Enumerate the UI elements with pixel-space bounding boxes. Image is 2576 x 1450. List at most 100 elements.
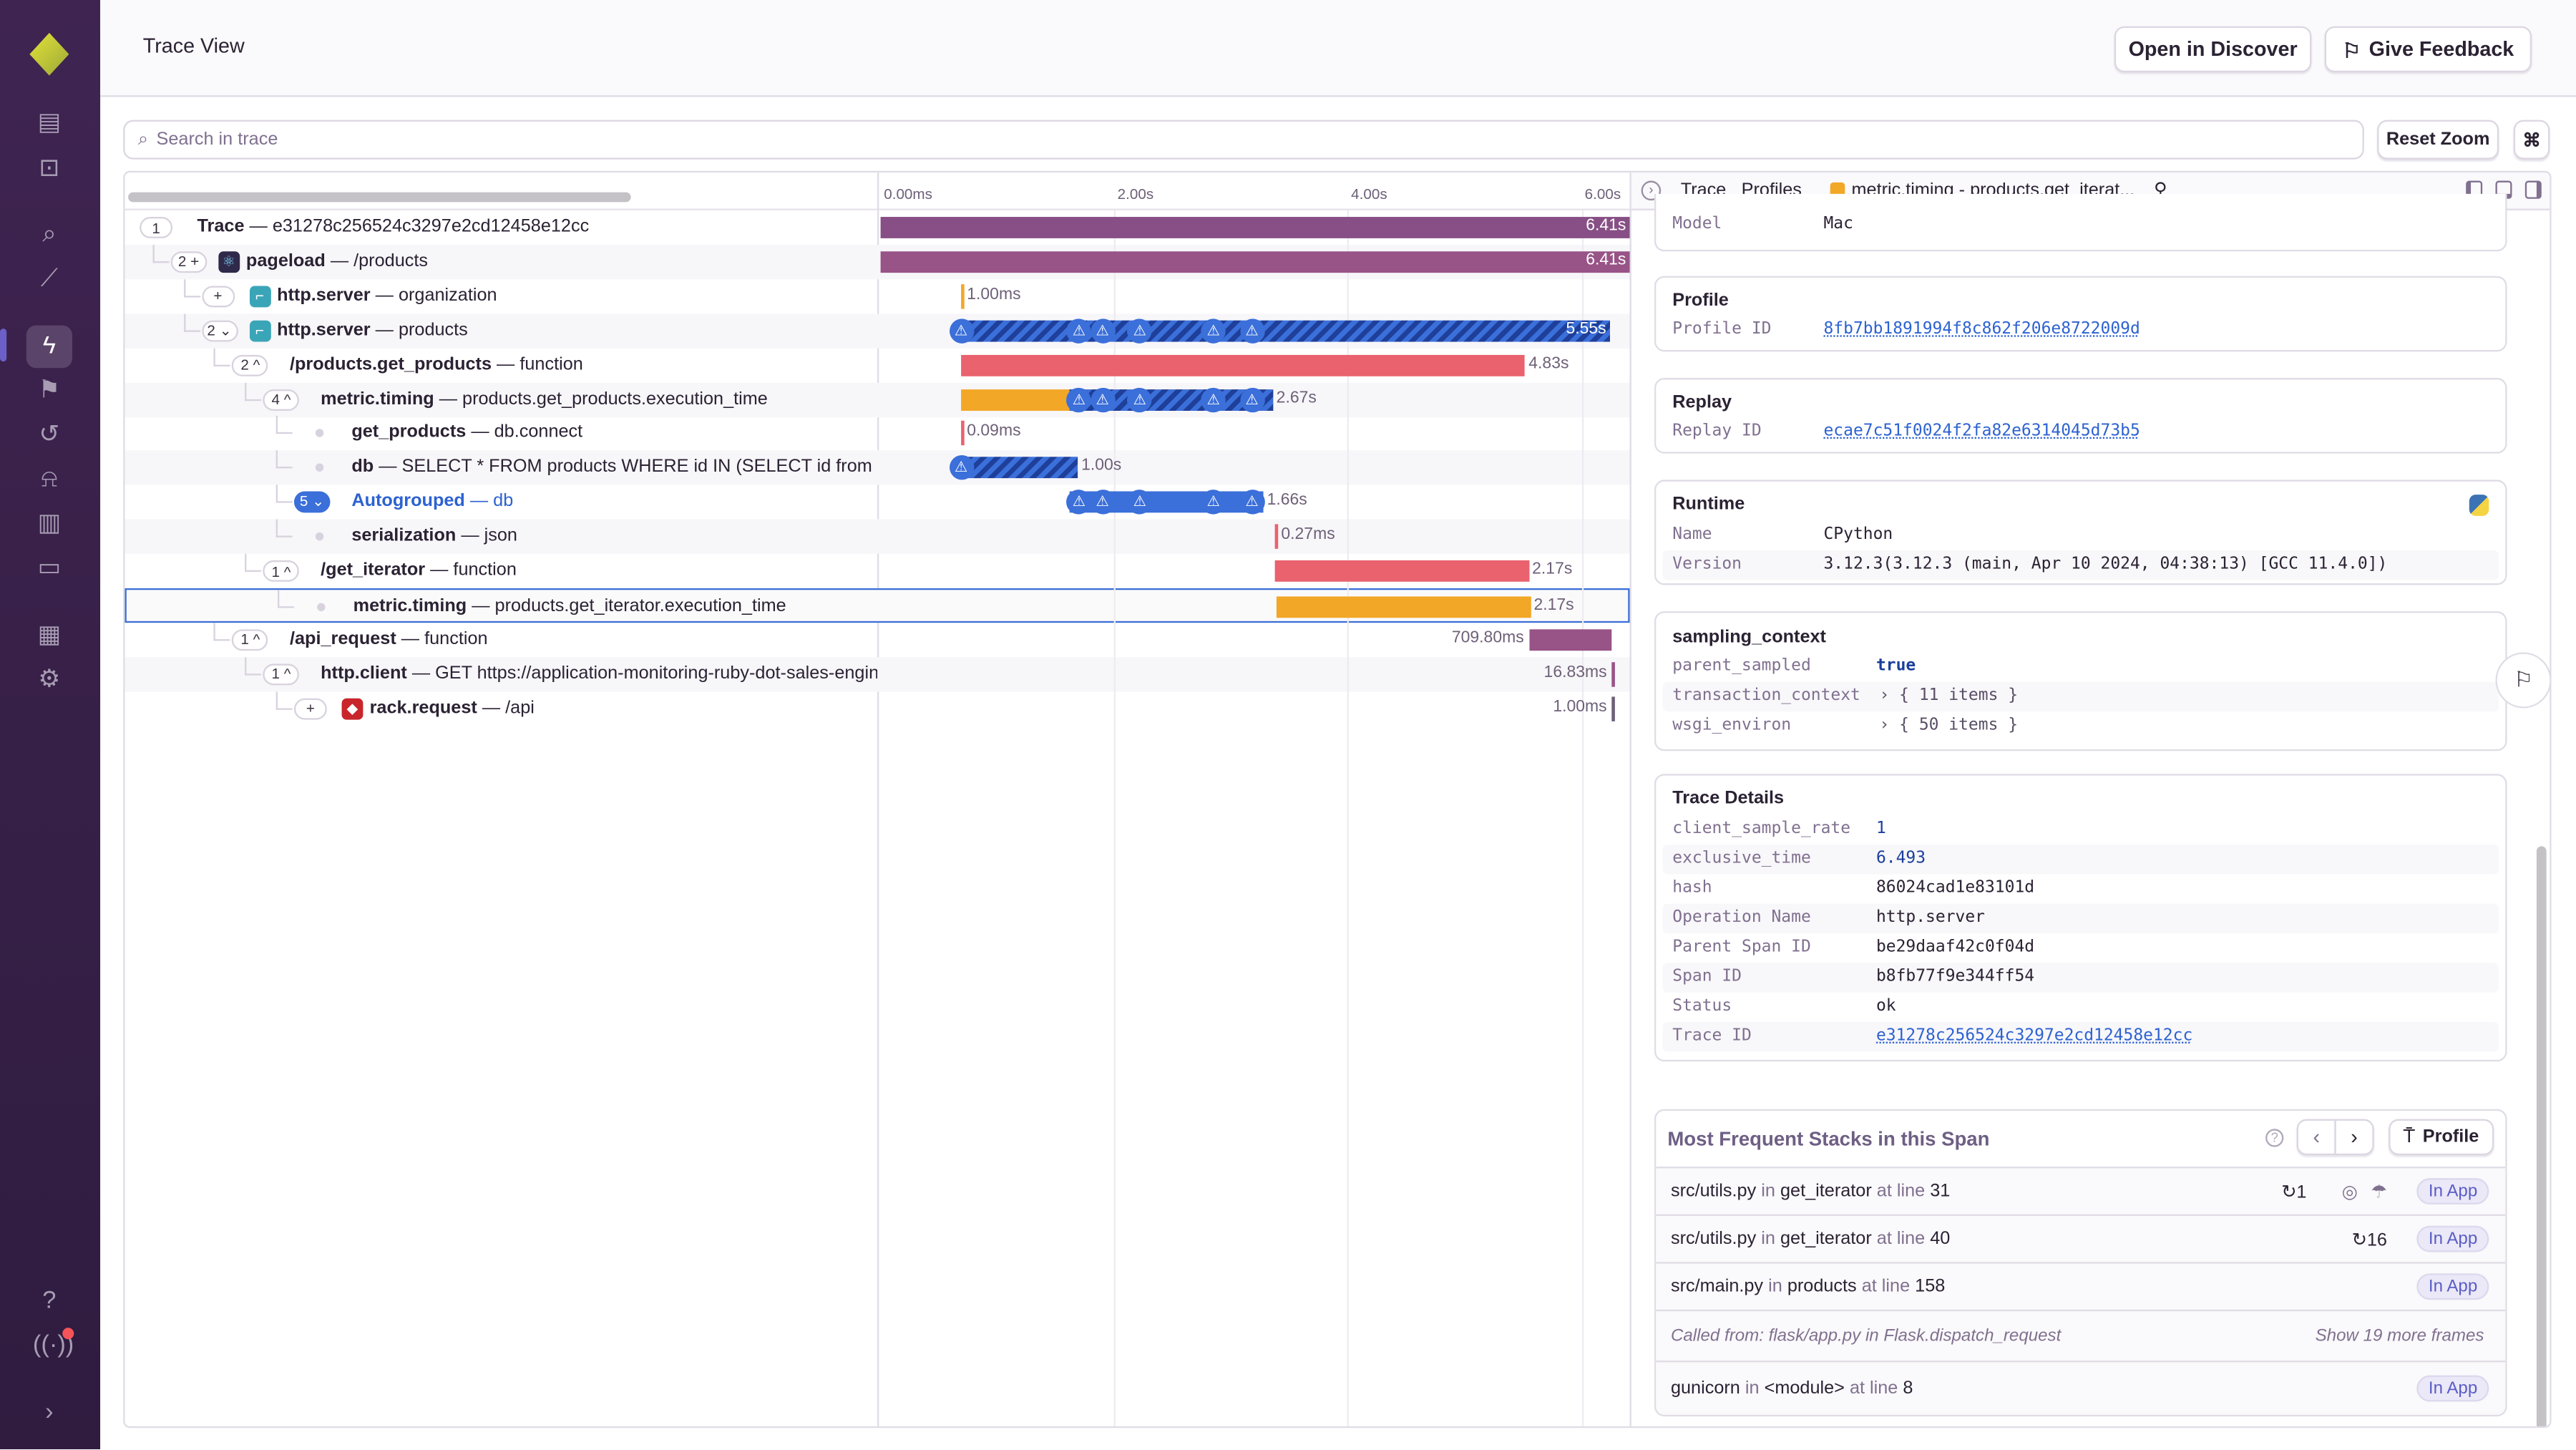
trace-row[interactable]: serialization — json 0.27ms — [125, 519, 1630, 554]
warning-icon[interactable]: ⚠ — [949, 455, 974, 481]
expand-object-toggle[interactable]: › { 11 items } — [1879, 686, 2019, 705]
trace-row[interactable]: 5 ⌄ Autogrouped — db ⚠ ⚠ ⚠ ⚠ ⚠ 1.66s — [125, 485, 1629, 520]
expand-toggle[interactable]: 1 ^ — [232, 628, 269, 651]
stack-frame[interactable]: src/utils.py in get_iterator at line 31 I… — [1656, 1167, 2506, 1215]
warning-icon[interactable]: ⚠ — [1201, 490, 1226, 515]
span-bar[interactable] — [961, 283, 964, 309]
span-bar[interactable] — [1275, 560, 1529, 582]
trace-row[interactable]: 2 ⌄ ⌐ http.server — products ⚠ ⚠ ⚠ ⚠ ⚠ ⚠ 5.55s — [125, 313, 1630, 349]
warning-icon[interactable]: ⚠ — [1201, 318, 1226, 344]
open-in-discover-button[interactable]: Open in Discover — [2114, 26, 2312, 73]
search-icon[interactable]: ⌕ — [42, 220, 57, 248]
horizontal-scrollbar[interactable] — [128, 192, 631, 203]
profile-id-link[interactable]: 8fb7bb1891994f8c862f206e8722009d — [1823, 320, 2140, 339]
collapse-drawer-icon[interactable]: › — [1641, 180, 1662, 201]
warning-icon[interactable]: ⚠ — [1239, 490, 1264, 515]
feedback-icon[interactable]: ⚑ — [38, 376, 61, 404]
sentry-logo[interactable] — [29, 32, 69, 76]
drawer-scrollbar[interactable] — [2536, 846, 2547, 1426]
span-bar[interactable] — [880, 217, 1629, 238]
expand-toggle[interactable]: + — [293, 697, 327, 719]
expand-toggle[interactable]: 1 — [140, 217, 173, 238]
show-more-frames-link[interactable]: Show 19 more frames — [2315, 1325, 2484, 1346]
warning-icon[interactable]: ⚠ — [1066, 386, 1092, 412]
shortcuts-button[interactable]: ⌘ — [2513, 120, 2550, 160]
trace-row[interactable]: metric.timing — products.get_iterator.ex… — [125, 588, 1630, 623]
broadcast-icon[interactable]: ((·)) — [32, 1330, 74, 1359]
previous-button[interactable]: ‹ — [2296, 1119, 2336, 1156]
github-icon[interactable]: ◎ — [2341, 1182, 2358, 1202]
warning-icon[interactable]: ⚠ — [949, 318, 974, 344]
warning-icon[interactable]: ⚠ — [1127, 490, 1153, 515]
warning-icon[interactable]: ⚠ — [1127, 318, 1153, 344]
projects-icon[interactable]: ⊡ — [39, 154, 60, 183]
layout-right-icon[interactable] — [2524, 180, 2542, 199]
trace-row[interactable]: + ⌐ http.server — organization 1.00ms — [125, 278, 1629, 313]
trace-row[interactable]: db — SELECT * FROM products WHERE id IN … — [125, 450, 1630, 485]
insights-icon[interactable]: ⟋ — [40, 264, 58, 293]
drawer-divider[interactable] — [1629, 172, 1631, 1426]
span-bar[interactable] — [1277, 596, 1531, 618]
releases-box-icon[interactable]: ▭ — [37, 553, 62, 582]
help-icon[interactable]: ? — [42, 1286, 57, 1315]
span-bar[interactable] — [1611, 696, 1614, 721]
profile-button[interactable]: ⍑ Profile — [2389, 1119, 2494, 1156]
trace-row[interactable]: 1 ^ /api_request — function 709.80ms — [125, 622, 1629, 657]
span-bar[interactable] — [961, 354, 1526, 376]
expand-toggle[interactable]: 4 ^ — [263, 388, 300, 410]
warning-icon[interactable]: ⚠ — [1066, 490, 1092, 515]
trace-row[interactable]: 2 ^ /products.get_products — function 4.83… — [125, 347, 1629, 382]
tree-divider[interactable] — [877, 210, 879, 1426]
warning-icon[interactable]: ⚠ — [1239, 318, 1264, 344]
span-bar[interactable] — [880, 251, 1629, 273]
expand-object-toggle[interactable]: › { 50 items } — [1879, 716, 2019, 735]
give-feedback-button[interactable]: ⚐ Give Feedback — [2324, 26, 2532, 73]
alerts-icon[interactable]: ⍾ — [41, 464, 58, 493]
next-button[interactable]: › — [2334, 1119, 2374, 1156]
trace-row[interactable]: + ◆ rack.request — /api 1.00ms — [125, 691, 1629, 726]
collapse-chevron-icon[interactable]: › — [45, 1398, 54, 1426]
stats-icon[interactable]: ▦ — [37, 621, 62, 649]
span-bar[interactable] — [961, 457, 1078, 479]
stack-frame[interactable]: src/main.py in products at line 158 In Ap… — [1656, 1262, 2506, 1310]
reset-zoom-button[interactable]: Reset Zoom — [2377, 120, 2499, 160]
stack-frame[interactable]: gunicorn in <module> at line 8 In App — [1656, 1361, 2506, 1415]
search-input[interactable]: ⌕ Search in trace — [123, 120, 2364, 160]
warning-icon[interactable]: ⚠ — [1090, 318, 1115, 344]
span-bar[interactable] — [961, 319, 1610, 341]
warning-icon[interactable]: ⚠ — [1239, 386, 1264, 412]
warning-icon[interactable]: ⚠ — [1201, 386, 1226, 412]
replay-id-link[interactable]: ecae7c51f0024f2fa82e6314045d73b5 — [1823, 422, 2140, 441]
feedback-float-button[interactable]: ⚐ — [2495, 652, 2552, 709]
help-icon[interactable]: ? — [2265, 1129, 2284, 1147]
trace-row[interactable]: get_products — db.connect 0.09ms — [125, 416, 1629, 451]
expand-toggle[interactable]: 2 + — [170, 251, 207, 273]
trace-row[interactable]: 4 ^ metric.timing — products.get_products… — [125, 381, 1630, 417]
trace-row[interactable]: 1 ^ http.client — GET https://application… — [125, 656, 1630, 691]
called-from-row[interactable]: Called from: flask/app.py in Flask.dispa… — [1656, 1309, 2506, 1361]
warning-icon[interactable]: ⚠ — [1090, 386, 1115, 412]
warning-icon[interactable]: ⚠ — [1090, 490, 1115, 515]
expand-toggle[interactable]: 5 ⌄ — [293, 491, 331, 513]
codecov-icon[interactable]: ☂ — [2371, 1182, 2387, 1202]
expand-toggle[interactable]: 2 ^ — [232, 354, 269, 376]
span-bar[interactable] — [961, 421, 964, 447]
warning-icon[interactable]: ⚠ — [1066, 318, 1092, 344]
performance-icon[interactable]: ϟ — [26, 325, 73, 369]
warning-icon[interactable]: ⚠ — [1127, 386, 1153, 412]
span-bar[interactable] — [1275, 524, 1278, 550]
trace-row[interactable]: 1 ^ /get_iterator — function 2.17s — [125, 553, 1629, 588]
settings-icon[interactable]: ⚙ — [38, 665, 61, 694]
dashboards-icon[interactable]: ▥ — [37, 509, 62, 537]
issues-icon[interactable]: ▤ — [37, 108, 62, 137]
span-bar[interactable] — [1528, 628, 1612, 651]
expand-toggle[interactable]: 1 ^ — [263, 560, 300, 582]
expand-toggle[interactable]: 2 ⌄ — [201, 319, 238, 341]
trace-id-link[interactable]: e31278c256524c3297e2cd12458e12cc — [1875, 1026, 2193, 1046]
releases-icon[interactable]: ↺ — [39, 420, 60, 449]
expand-toggle[interactable]: 1 ^ — [263, 663, 300, 685]
trace-row[interactable]: 1 Trace — e31278c256524c3297e2cd12458e12c… — [125, 210, 1629, 245]
span-bar[interactable] — [1611, 661, 1614, 686]
trace-row[interactable]: 2 + ⚛ pageload — /products 6.41s — [125, 244, 1630, 280]
stack-frame[interactable]: src/utils.py in get_iterator at line 40 I… — [1656, 1214, 2506, 1262]
